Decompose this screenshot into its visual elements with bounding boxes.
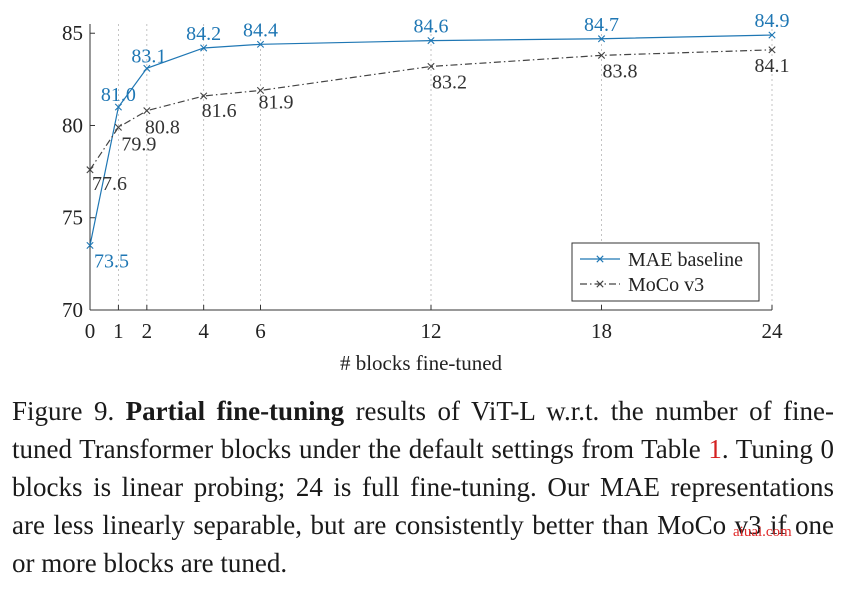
series-1-point-0 (86, 166, 94, 174)
y-tick-label-0: 70 (62, 298, 83, 322)
series-0-point-0 (86, 241, 94, 250)
y-tick-label-3: 85 (62, 21, 83, 45)
series-1-point-3 (200, 92, 208, 100)
mae-data-label-1: 81.0 (101, 84, 136, 106)
legend-box (571, 242, 760, 302)
x-tick-label-7: 24 (762, 319, 784, 343)
caption-text-1: results of ViT-L w.r.t. the number of fi… (12, 396, 835, 464)
mae-data-label-5: 84.6 (414, 16, 449, 38)
series-line-1 (89, 49, 773, 171)
series-0-point-1 (114, 103, 123, 111)
figure-caption: Figure 9. Partial fine-tuning results of… (12, 392, 834, 582)
watermark: aiuai.com (733, 524, 792, 540)
caption-text-2: . Tuning 0 blocks is linear probing; 24 … (12, 434, 834, 578)
caption-prefix: Figure 9. (12, 396, 115, 426)
y-tick-label-1: 75 (62, 206, 83, 230)
x-tick-label-2: 2 (142, 319, 153, 343)
moco-data-label-7: 84.1 (755, 55, 790, 77)
series-1-point-1 (114, 123, 123, 131)
moco-data-label-5: 83.2 (432, 71, 467, 93)
y-tick-label-2: 80 (62, 113, 83, 137)
mae-data-label-7: 84.9 (755, 10, 790, 32)
moco-data-label-6: 83.8 (603, 60, 638, 82)
mae-data-label-4: 84.4 (243, 19, 278, 41)
legend-label-1: MoCo v3 (628, 274, 704, 296)
x-axis-label: # blocks fine-tuned (340, 351, 503, 375)
legend-marker-1 (596, 280, 604, 288)
moco-data-label-3: 81.6 (202, 100, 237, 122)
series-1-point-6 (597, 51, 606, 59)
series-0-point-3 (200, 44, 208, 52)
series-0-point-6 (597, 35, 606, 43)
series-line-0 (89, 34, 773, 246)
x-tick-label-3: 4 (198, 319, 209, 343)
series-1-point-4 (256, 86, 265, 95)
moco-data-label-1: 79.9 (121, 133, 156, 155)
legend-marker-0 (596, 255, 604, 263)
x-tick-label-5: 12 (421, 319, 442, 343)
series-1-point-7 (768, 46, 776, 54)
series-0-point-4 (256, 40, 265, 48)
mae-data-label-2: 83.1 (131, 45, 166, 67)
series-0-point-7 (768, 31, 776, 39)
mae-data-label-3: 84.2 (186, 23, 221, 45)
table-reference-link[interactable]: 1 (708, 434, 722, 464)
x-tick-label-6: 18 (591, 319, 612, 343)
x-tick-label-4: 6 (255, 319, 266, 343)
moco-data-label-2: 80.8 (145, 117, 180, 139)
mae-data-label-0: 73.5 (94, 250, 129, 272)
moco-data-label-4: 81.9 (259, 91, 294, 113)
series-1-point-2 (143, 107, 151, 115)
x-tick-label-1: 1 (113, 319, 124, 343)
series-1-point-5 (427, 62, 435, 71)
series-0-point-2 (143, 64, 151, 72)
mae-data-label-6: 84.7 (584, 14, 619, 36)
x-tick-label-0: 0 (85, 319, 96, 343)
caption-bold-title: Partial fine-tuning (125, 396, 345, 426)
legend-label-0: MAE baseline (628, 249, 743, 271)
moco-data-label-0: 77.6 (92, 173, 127, 195)
series-0-point-5 (427, 37, 435, 45)
